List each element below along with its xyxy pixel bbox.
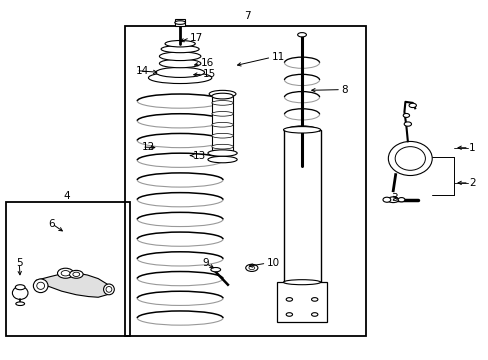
Polygon shape	[36, 273, 110, 297]
Ellipse shape	[164, 41, 195, 47]
Ellipse shape	[311, 298, 317, 301]
Ellipse shape	[382, 197, 390, 202]
Ellipse shape	[283, 280, 320, 285]
Text: 16: 16	[200, 58, 213, 68]
Ellipse shape	[404, 122, 411, 126]
Ellipse shape	[69, 270, 83, 278]
Text: 1: 1	[468, 143, 474, 153]
Ellipse shape	[33, 279, 48, 293]
Ellipse shape	[37, 282, 44, 289]
Ellipse shape	[211, 134, 233, 138]
Text: 8: 8	[340, 85, 347, 95]
Text: 14: 14	[136, 66, 149, 76]
Ellipse shape	[159, 59, 201, 68]
Ellipse shape	[174, 21, 185, 24]
Ellipse shape	[403, 113, 409, 117]
Ellipse shape	[207, 156, 237, 163]
Bar	[125, 26, 366, 336]
Ellipse shape	[148, 72, 211, 84]
Text: 9: 9	[202, 258, 208, 268]
Ellipse shape	[207, 150, 237, 156]
Ellipse shape	[161, 45, 199, 53]
Text: 3: 3	[390, 193, 397, 203]
Text: 2: 2	[468, 178, 474, 188]
Ellipse shape	[106, 287, 112, 292]
Ellipse shape	[103, 284, 114, 295]
Ellipse shape	[210, 267, 220, 272]
Ellipse shape	[248, 266, 254, 270]
Ellipse shape	[73, 272, 80, 276]
Ellipse shape	[285, 298, 292, 301]
Ellipse shape	[283, 127, 320, 133]
Ellipse shape	[16, 302, 24, 306]
Text: 6: 6	[48, 219, 55, 229]
Bar	[283, 130, 320, 282]
Ellipse shape	[387, 197, 398, 203]
Ellipse shape	[61, 271, 70, 276]
Ellipse shape	[285, 313, 292, 316]
Bar	[276, 282, 327, 321]
Ellipse shape	[297, 33, 306, 37]
Ellipse shape	[211, 100, 233, 105]
Bar	[5, 202, 130, 336]
Ellipse shape	[211, 93, 233, 99]
Ellipse shape	[15, 285, 25, 290]
Ellipse shape	[311, 313, 317, 316]
Ellipse shape	[58, 268, 73, 278]
Text: 13: 13	[193, 150, 206, 161]
Bar	[211, 94, 233, 153]
Text: 7: 7	[243, 11, 250, 21]
Text: 11: 11	[271, 52, 284, 62]
Ellipse shape	[245, 264, 257, 271]
Ellipse shape	[211, 112, 233, 116]
Ellipse shape	[211, 122, 233, 127]
Ellipse shape	[12, 287, 28, 300]
Text: 15: 15	[203, 69, 216, 79]
Ellipse shape	[408, 103, 415, 108]
Text: 12: 12	[142, 142, 155, 152]
Text: 5: 5	[16, 258, 22, 268]
Text: 4: 4	[63, 191, 70, 201]
Ellipse shape	[209, 90, 236, 98]
Ellipse shape	[397, 198, 404, 202]
Text: 10: 10	[266, 258, 279, 268]
Text: 17: 17	[189, 33, 203, 42]
Ellipse shape	[211, 144, 233, 149]
Ellipse shape	[156, 67, 204, 77]
Ellipse shape	[387, 141, 431, 176]
Ellipse shape	[159, 52, 201, 60]
Ellipse shape	[394, 147, 425, 170]
Bar	[174, 19, 185, 26]
